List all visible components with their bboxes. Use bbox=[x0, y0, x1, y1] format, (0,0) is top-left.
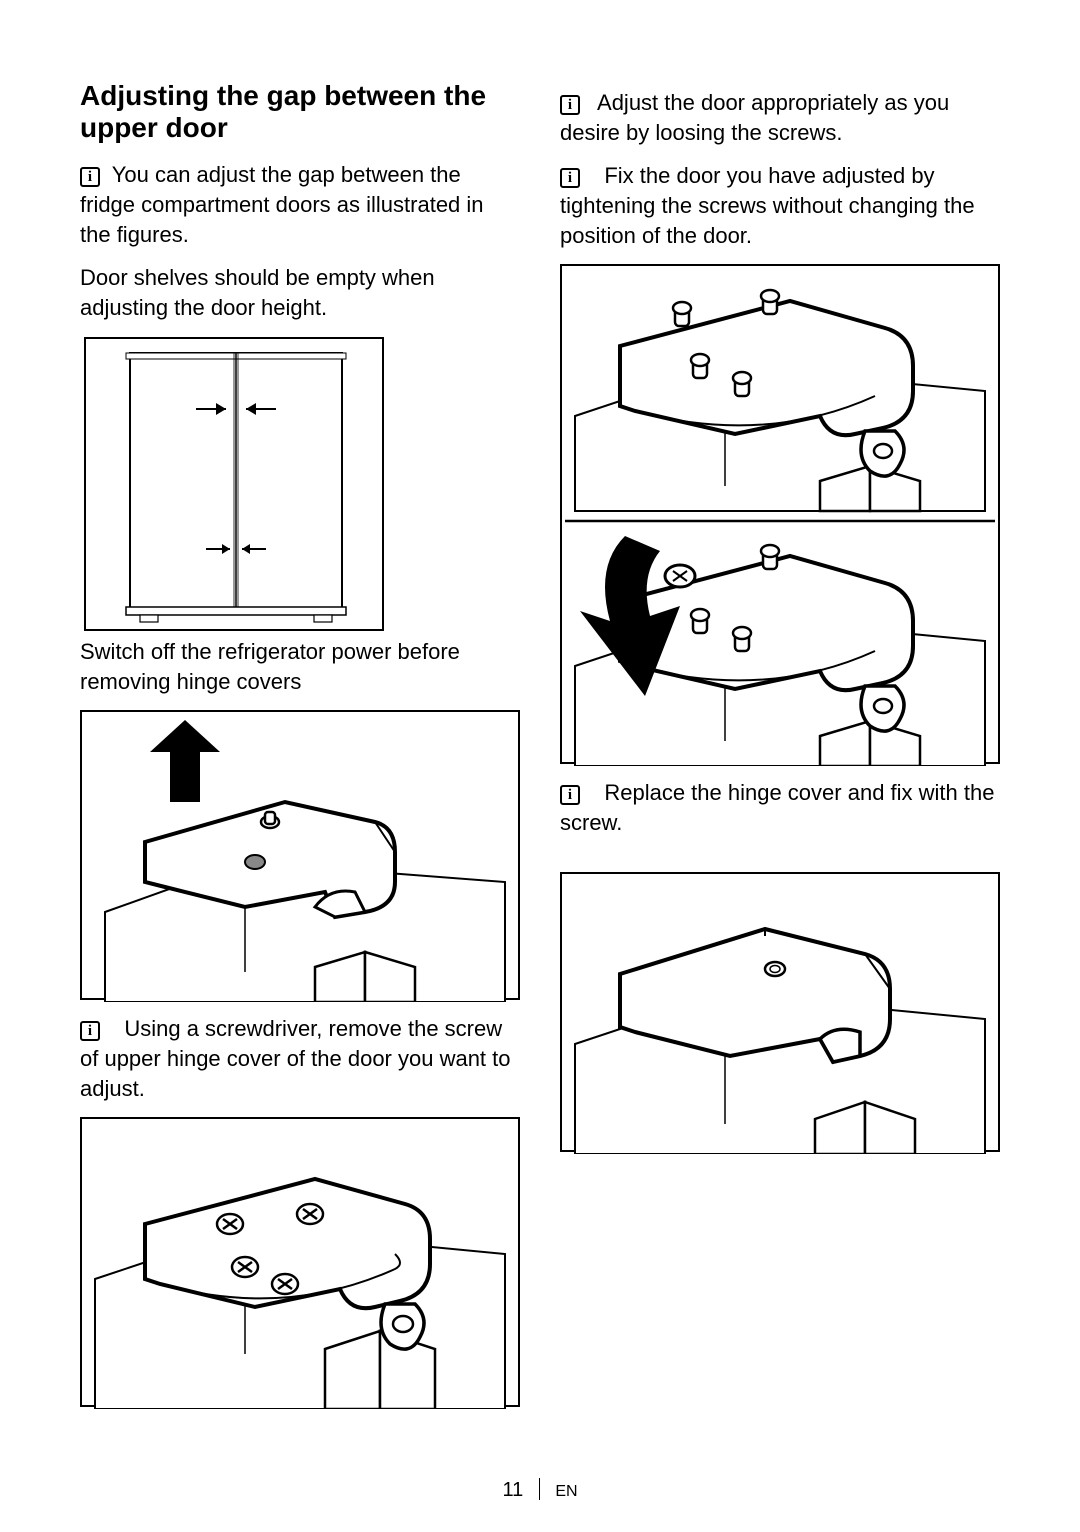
info-icon: i bbox=[560, 168, 580, 188]
intro-text: You can adjust the gap between the fridg… bbox=[80, 162, 484, 246]
empty-shelves-note: Door shelves should be empty when adjust… bbox=[80, 263, 520, 322]
info-icon: i bbox=[560, 95, 580, 115]
page-footer: 11 EN bbox=[0, 1478, 1080, 1502]
page-lang: EN bbox=[555, 1483, 577, 1500]
figure-remove-cover bbox=[80, 710, 520, 1000]
figure-exposed-screws bbox=[80, 1117, 520, 1407]
tighten-note: i Fix the door you have adjusted by tigh… bbox=[560, 161, 1000, 250]
page-number: 11 bbox=[502, 1479, 523, 1501]
adjust-text: Adjust the door appropriately as you des… bbox=[560, 90, 949, 145]
replace-cover-text: Replace the hinge cover and fix with the… bbox=[560, 780, 994, 835]
power-off-note: Switch off the refrigerator power before… bbox=[80, 637, 520, 696]
section-title: Adjusting the gap between the upper door bbox=[80, 80, 520, 144]
figure-adjust-and-tighten bbox=[560, 264, 1000, 764]
figure-cover-replaced bbox=[560, 872, 1000, 1152]
info-icon: i bbox=[80, 167, 100, 187]
tighten-text: Fix the door you have adjusted by tighte… bbox=[560, 163, 975, 247]
footer-divider bbox=[539, 1478, 540, 1500]
right-column: i Adjust the door appropriately as you d… bbox=[560, 80, 1000, 1440]
figure-fridge-front bbox=[84, 337, 384, 631]
intro-paragraph: i You can adjust the gap between the fri… bbox=[80, 160, 520, 249]
info-icon: i bbox=[80, 1021, 100, 1041]
info-icon: i bbox=[560, 785, 580, 805]
adjust-note: i Adjust the door appropriately as you d… bbox=[560, 88, 1000, 147]
replace-cover-note: i Replace the hinge cover and fix with t… bbox=[560, 778, 1000, 837]
remove-screw-note: i Using a screwdriver, remove the screw … bbox=[80, 1014, 520, 1103]
page-columns: Adjusting the gap between the upper door… bbox=[80, 80, 1000, 1440]
remove-screw-text: Using a screwdriver, remove the screw of… bbox=[80, 1016, 511, 1100]
left-column: Adjusting the gap between the upper door… bbox=[80, 80, 520, 1440]
